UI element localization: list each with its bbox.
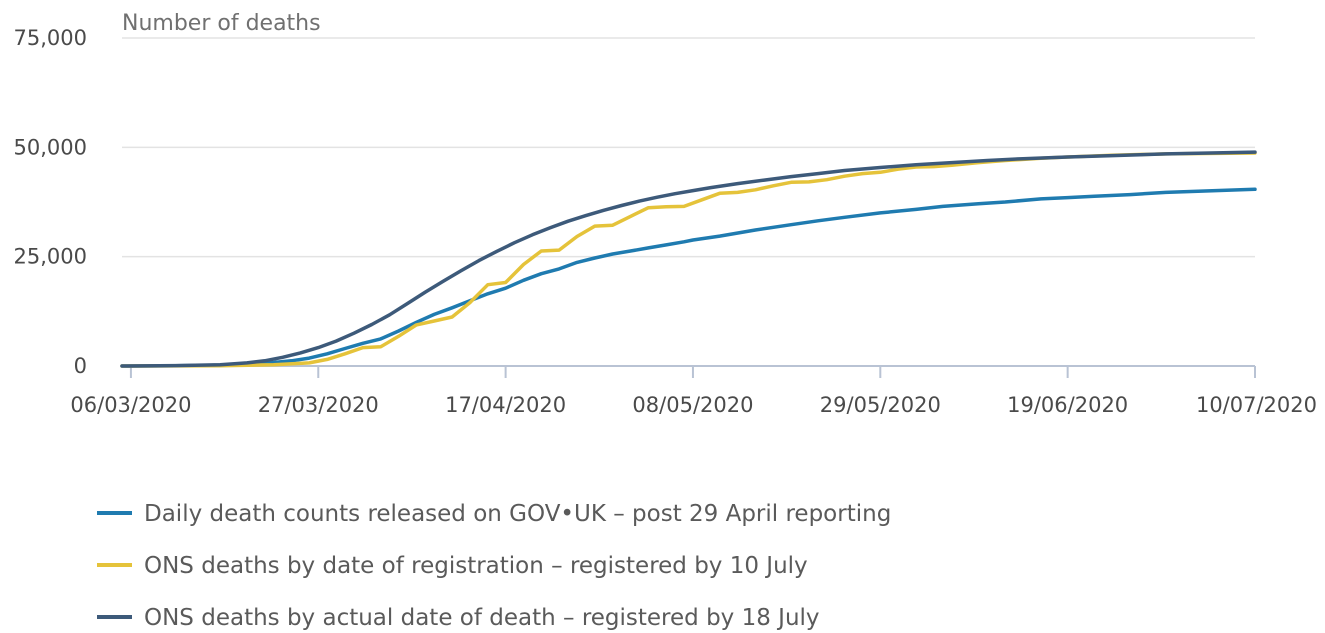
x-tick-label: 27/03/2020 [258, 393, 379, 417]
y-tick-label: 75,000 [14, 26, 87, 50]
series-line-2 [120, 151, 1257, 368]
legend-label-2: ONS deaths by date of registration – reg… [144, 553, 808, 579]
y-axis-title: Number of deaths [122, 11, 321, 36]
x-tick-label: 10/07/2020 [1196, 393, 1317, 417]
series-line-3 [120, 150, 1257, 368]
y-axis-ticks: 0 25,000 50,000 75,000 [14, 26, 87, 378]
x-tick-label: 08/05/2020 [632, 393, 753, 417]
series-line-1 [120, 187, 1257, 368]
legend: Daily death counts released on GOV•UK – … [97, 501, 891, 631]
series-lines [120, 150, 1257, 368]
legend-label-3: ONS deaths by actual date of death – reg… [144, 605, 820, 631]
x-tick-label: 17/04/2020 [445, 393, 566, 417]
x-tick-label: 19/06/2020 [1007, 393, 1128, 417]
y-tick-label: 50,000 [14, 135, 87, 159]
gridlines [122, 37, 1255, 367]
x-tick-label: 06/03/2020 [70, 393, 191, 417]
y-tick-label: 25,000 [14, 245, 87, 269]
x-axis-ticks: 06/03/2020 27/03/2020 17/04/2020 08/05/2020… [70, 366, 1317, 417]
x-tick-label: 29/05/2020 [820, 393, 941, 417]
legend-label-1: Daily death counts released on GOV•UK – … [144, 501, 891, 527]
y-tick-label: 0 [74, 354, 87, 378]
